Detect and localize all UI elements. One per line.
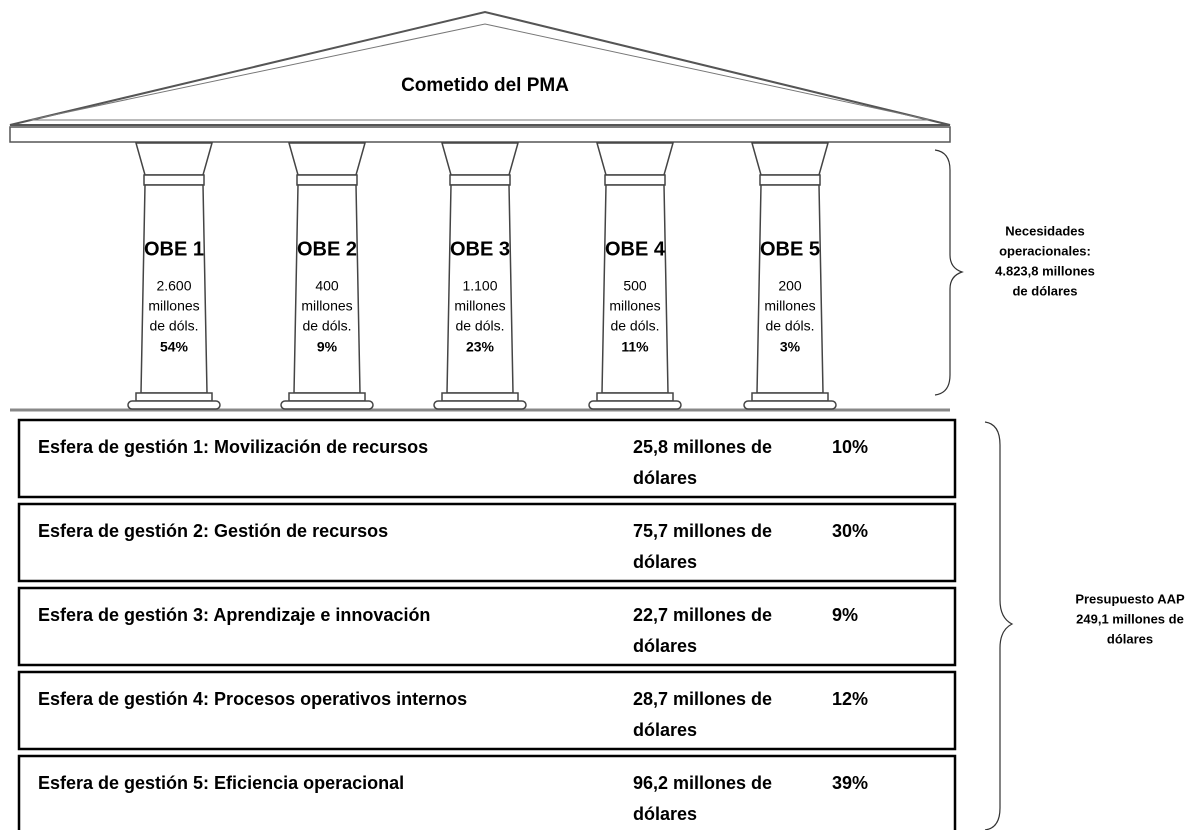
sphere-box: [19, 756, 955, 830]
entablature: [10, 127, 950, 142]
sphere-box: [19, 420, 955, 497]
sphere-amount: 75,7 millones de: [633, 521, 772, 541]
column-ring: [760, 175, 820, 185]
column-plinth: [434, 401, 526, 409]
column-capital: [136, 143, 212, 175]
pillar-share: 3%: [780, 339, 801, 355]
pillar-amount: de dóls.: [610, 318, 659, 334]
sphere-amount: 25,8 millones de: [633, 437, 772, 457]
column-capital: [597, 143, 673, 175]
page: Cometido del PMA OBE 1 2.600 millones de dó…: [0, 0, 1198, 830]
sphere-box: [19, 588, 955, 665]
sphere-share: 10%: [832, 437, 868, 457]
column-ring: [144, 175, 204, 185]
sphere-share: 9%: [832, 605, 858, 625]
sphere-share: 39%: [832, 773, 868, 793]
sphere-amount: 96,2 millones de: [633, 773, 772, 793]
sphere-share: 12%: [832, 689, 868, 709]
pillar-label: OBE 1: [144, 238, 204, 260]
pillar-amount: 2.600: [156, 278, 191, 294]
sphere-amount: dólares: [633, 468, 697, 488]
pillar-amount: millones: [764, 298, 815, 314]
pillar-amount: millones: [609, 298, 660, 314]
sphere-amount: dólares: [633, 720, 697, 740]
pillars-note: de dólares: [1012, 283, 1077, 298]
pillar-amount: 500: [623, 278, 647, 294]
sphere-amount: 28,7 millones de: [633, 689, 772, 709]
column-ring: [605, 175, 665, 185]
spheres-note: dólares: [1107, 631, 1153, 646]
column-capital: [289, 143, 365, 175]
sphere-share: 30%: [832, 521, 868, 541]
pillar-share: 23%: [466, 339, 495, 355]
column-ring: [450, 175, 510, 185]
pillar-amount: 200: [778, 278, 802, 294]
pillar-share: 9%: [317, 339, 338, 355]
spheres-note: 249,1 millones de: [1076, 611, 1184, 626]
column-base: [442, 393, 518, 401]
column-plinth: [128, 401, 220, 409]
roof-title: Cometido del PMA: [401, 75, 569, 96]
sphere-name: Esfera de gestión 2: Gestión de recursos: [38, 521, 388, 541]
pillar-label: OBE 3: [450, 238, 510, 260]
sphere-amount: dólares: [633, 552, 697, 572]
pillar-amount: de dóls.: [149, 318, 198, 334]
pillar-share: 54%: [160, 339, 189, 355]
sphere-box: [19, 672, 955, 749]
pillar-amount: millones: [454, 298, 505, 314]
column-base: [136, 393, 212, 401]
column-ring: [297, 175, 357, 185]
pillar-label: OBE 5: [760, 238, 820, 260]
roof: [10, 12, 950, 125]
sphere-amount: dólares: [633, 804, 697, 824]
pillar-amount: millones: [148, 298, 199, 314]
sphere-name: Esfera de gestión 1: Movilización de rec…: [38, 437, 428, 457]
pillars-note: operacionales:: [999, 243, 1091, 258]
column-base: [752, 393, 828, 401]
column-plinth: [281, 401, 373, 409]
column-capital: [442, 143, 518, 175]
pillar-amount: de dóls.: [765, 318, 814, 334]
pillar-label: OBE 4: [605, 238, 666, 260]
column-plinth: [744, 401, 836, 409]
brace: [935, 150, 962, 395]
pillars-note: 4.823,8 millones: [995, 263, 1095, 278]
sphere-name: Esfera de gestión 4: Procesos operativos…: [38, 689, 467, 709]
pillar-amount: de dóls.: [455, 318, 504, 334]
sphere-amount: dólares: [633, 636, 697, 656]
diagram: Cometido del PMA OBE 1 2.600 millones de dó…: [0, 0, 1198, 830]
pillar-label: OBE 2: [297, 238, 357, 260]
sphere-name: Esfera de gestión 5: Eficiencia operacio…: [38, 773, 404, 793]
brace: [985, 422, 1012, 830]
pillar-amount: millones: [301, 298, 352, 314]
column-base: [289, 393, 365, 401]
column-base: [597, 393, 673, 401]
sphere-name: Esfera de gestión 3: Aprendizaje e innov…: [38, 605, 430, 625]
pillar-amount: 1.100: [462, 278, 497, 294]
pillar-share: 11%: [621, 339, 649, 355]
pillars-note: Necesidades: [1005, 223, 1085, 238]
sphere-amount: 22,7 millones de: [633, 605, 772, 625]
column-capital: [752, 143, 828, 175]
sphere-box: [19, 504, 955, 581]
pillar-amount: 400: [315, 278, 339, 294]
column-plinth: [589, 401, 681, 409]
spheres-note: Presupuesto AAP: [1075, 591, 1185, 606]
pillar-amount: de dóls.: [302, 318, 351, 334]
